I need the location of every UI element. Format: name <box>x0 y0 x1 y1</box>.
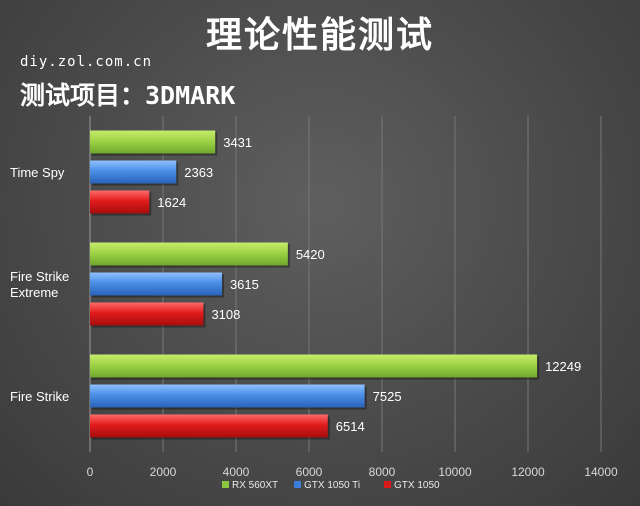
bar <box>90 414 328 438</box>
x-tick-label: 6000 <box>296 465 323 479</box>
test-item-label: 测试项目：3DMARK <box>20 81 236 110</box>
category-label: Fire Strike <box>10 389 69 404</box>
legend-label: GTX 1050 <box>394 480 440 491</box>
legend-swatch <box>294 481 301 488</box>
bar <box>90 272 222 296</box>
data-label: 3431 <box>223 135 252 150</box>
x-tick-label: 4000 <box>223 465 250 479</box>
legend-label: GTX 1050 Ti <box>304 480 360 491</box>
category-label: Extreme <box>10 285 58 300</box>
watermark-text: diy.zol.com.cn <box>20 54 153 70</box>
x-tick-label: 14000 <box>584 465 618 479</box>
data-label: 7525 <box>373 389 402 404</box>
legend-swatch <box>384 481 391 488</box>
x-tick-label: 2000 <box>150 465 177 479</box>
data-label: 3615 <box>230 277 259 292</box>
bar <box>90 160 177 184</box>
data-label: 3108 <box>211 307 240 322</box>
bar <box>90 302 204 326</box>
bar <box>90 242 288 266</box>
legend-label: RX 560XT <box>232 480 278 491</box>
bar <box>90 190 150 214</box>
bar <box>90 354 538 378</box>
x-tick-label: 0 <box>87 465 94 479</box>
legend-swatch <box>222 481 229 488</box>
page-title: 理论性能测试 <box>205 15 434 56</box>
data-label: 5420 <box>296 247 325 262</box>
bar <box>90 130 216 154</box>
bar <box>90 384 365 408</box>
x-tick-label: 8000 <box>369 465 396 479</box>
x-tick-label: 12000 <box>511 465 545 479</box>
x-tick-label: 10000 <box>438 465 472 479</box>
data-label: 2363 <box>184 165 213 180</box>
data-label: 12249 <box>545 359 581 374</box>
category-label: Fire Strike <box>10 269 69 284</box>
data-label: 1624 <box>157 195 186 210</box>
category-label: Time Spy <box>10 165 65 180</box>
data-label: 6514 <box>336 419 365 434</box>
